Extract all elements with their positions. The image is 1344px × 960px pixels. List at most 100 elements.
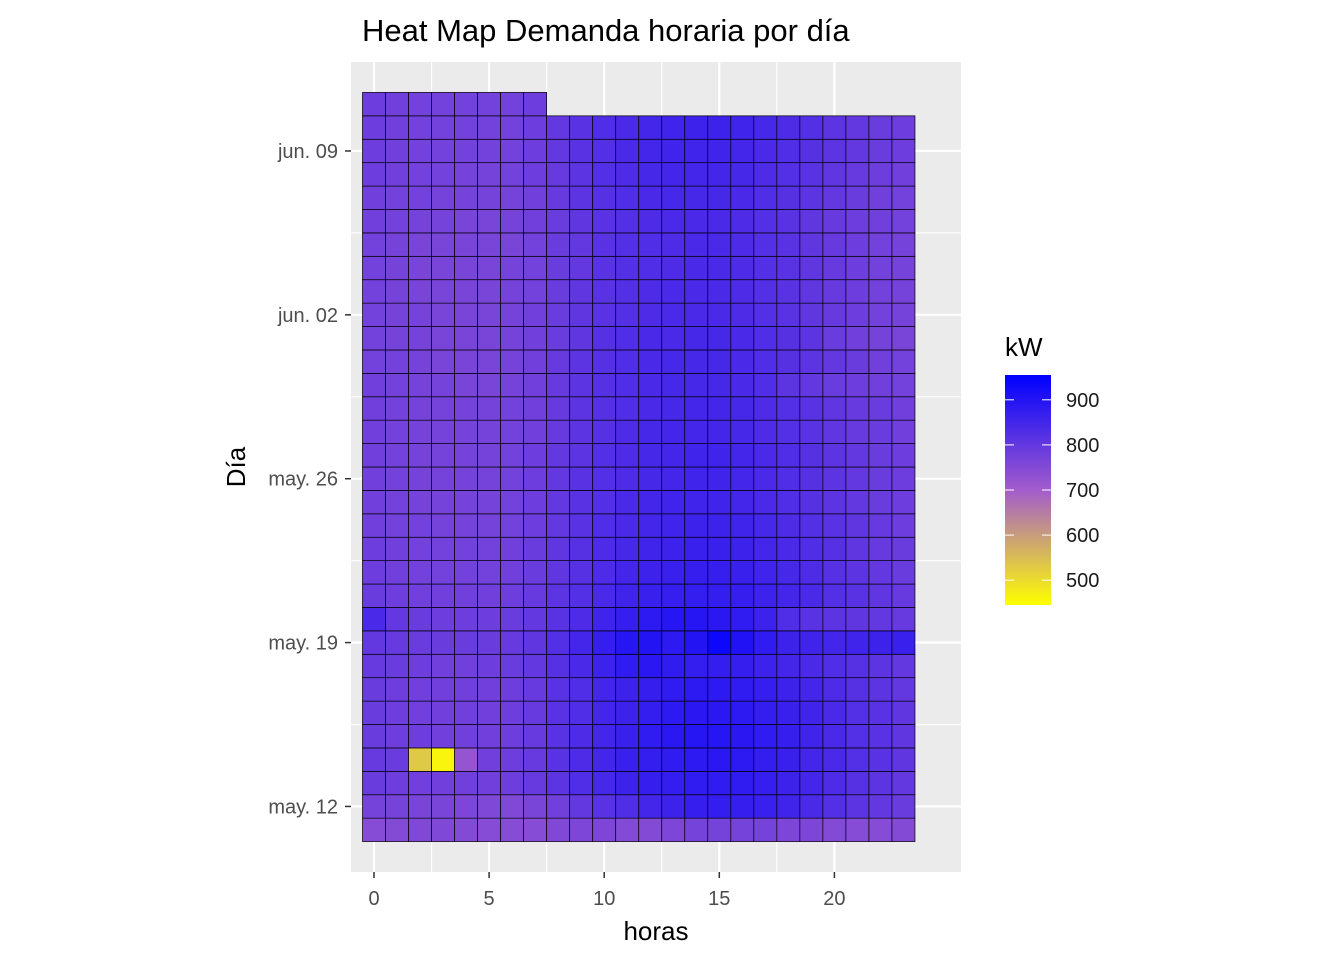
heatmap-cell bbox=[477, 817, 501, 842]
heatmap-cell bbox=[592, 279, 617, 304]
heatmap-cell bbox=[661, 583, 686, 608]
heatmap-cell bbox=[638, 770, 663, 796]
heatmap-cell bbox=[592, 560, 617, 585]
heatmap-cell bbox=[891, 794, 916, 819]
heatmap-cell bbox=[868, 466, 893, 491]
heatmap-cell bbox=[615, 560, 640, 585]
heatmap-cell bbox=[753, 138, 778, 164]
heatmap-cell bbox=[638, 560, 663, 585]
heatmap-cell bbox=[638, 326, 663, 351]
heatmap-cell bbox=[362, 279, 386, 304]
heatmap-cell bbox=[500, 536, 524, 561]
heatmap-cell bbox=[684, 700, 709, 725]
heatmap-cell bbox=[385, 536, 409, 561]
heatmap-cell bbox=[500, 747, 524, 772]
heatmap-cell bbox=[431, 536, 455, 561]
heatmap-cell bbox=[431, 653, 455, 679]
heatmap-cell bbox=[477, 209, 501, 234]
heatmap-cell bbox=[523, 185, 548, 210]
heatmap-cell bbox=[845, 115, 870, 140]
heatmap-cell bbox=[408, 583, 432, 608]
heatmap-cell bbox=[477, 138, 501, 164]
heatmap-cell bbox=[845, 326, 870, 351]
heatmap-cell bbox=[845, 700, 870, 725]
heatmap-cell bbox=[684, 536, 709, 561]
heatmap-cell bbox=[500, 162, 524, 187]
heatmap-cell bbox=[776, 583, 801, 608]
heatmap-cell bbox=[707, 349, 732, 374]
heatmap-cell bbox=[707, 326, 732, 351]
heatmap-cell bbox=[500, 326, 524, 351]
heatmap-cell bbox=[362, 513, 386, 538]
heatmap-cell bbox=[661, 255, 686, 281]
heatmap-cell bbox=[661, 396, 686, 421]
heatmap-cell bbox=[615, 724, 640, 749]
heatmap-cell bbox=[362, 724, 386, 749]
heatmap-cell bbox=[500, 560, 524, 585]
heatmap-cell bbox=[477, 770, 501, 796]
heatmap-cell bbox=[776, 185, 801, 210]
heatmap-cell bbox=[661, 653, 686, 679]
heatmap-cell bbox=[569, 770, 594, 796]
heatmap-cell bbox=[891, 209, 916, 234]
heatmap-cell bbox=[615, 466, 640, 491]
heatmap-cell bbox=[523, 536, 548, 561]
heatmap-cell bbox=[523, 373, 548, 398]
heatmap-cell bbox=[523, 326, 548, 351]
heatmap-cell bbox=[638, 490, 663, 515]
heatmap-cell bbox=[500, 396, 524, 421]
heatmap-cell bbox=[500, 349, 524, 374]
heatmap-cell bbox=[408, 794, 432, 819]
heatmap-cell bbox=[707, 466, 732, 491]
heatmap-cell bbox=[477, 466, 501, 491]
heatmap-cell bbox=[569, 209, 594, 234]
heatmap-cell bbox=[684, 466, 709, 491]
color-legend: kW 500 600 700 800 900 bbox=[1005, 332, 1099, 605]
heatmap-cell bbox=[845, 349, 870, 374]
heatmap-cell bbox=[822, 583, 847, 608]
heatmap-cell bbox=[753, 677, 778, 702]
heatmap-cell bbox=[753, 396, 778, 421]
heatmap-cell bbox=[845, 490, 870, 515]
heatmap-cell bbox=[822, 653, 847, 679]
heatmap-cell bbox=[799, 770, 824, 796]
heatmap-cell bbox=[523, 630, 548, 655]
heatmap-cell bbox=[615, 607, 640, 632]
heatmap-cell bbox=[431, 92, 455, 117]
heatmap-cell bbox=[385, 560, 409, 585]
heatmap-cell bbox=[753, 373, 778, 398]
y-axis-title: Día bbox=[221, 446, 251, 487]
heatmap-cell bbox=[661, 607, 686, 632]
heatmap-cell bbox=[638, 653, 663, 679]
heatmap-cell bbox=[891, 817, 916, 842]
heatmap-cell bbox=[546, 373, 571, 398]
heatmap-cell bbox=[592, 443, 617, 468]
heatmap-cell bbox=[408, 536, 432, 561]
heatmap-cell bbox=[799, 513, 824, 538]
heatmap-cell bbox=[592, 700, 617, 725]
heatmap-cell bbox=[569, 560, 594, 585]
heatmap-cell bbox=[523, 443, 548, 468]
heatmap-cell bbox=[385, 747, 409, 772]
heatmap-cell bbox=[868, 302, 893, 327]
heatmap-cell bbox=[385, 466, 409, 491]
heatmap-cell bbox=[385, 138, 409, 164]
heatmap-cell bbox=[845, 443, 870, 468]
heatmap-cell bbox=[730, 794, 755, 819]
heatmap-cell bbox=[638, 443, 663, 468]
heatmap-cell bbox=[454, 349, 478, 374]
heatmap-cell bbox=[661, 162, 686, 187]
heatmap-cell bbox=[615, 583, 640, 608]
heatmap-cell bbox=[546, 677, 571, 702]
y-axis: may. 12 may. 19 may. 26 jun. 02 jun. 09 bbox=[268, 141, 351, 818]
heatmap-cell bbox=[707, 443, 732, 468]
heatmap-cell bbox=[776, 513, 801, 538]
heatmap-cell bbox=[822, 279, 847, 304]
heatmap-cell bbox=[868, 653, 893, 679]
heatmap-cell bbox=[592, 209, 617, 234]
heatmap-cell bbox=[546, 536, 571, 561]
heatmap-cell bbox=[661, 349, 686, 374]
heatmap-cell bbox=[362, 396, 386, 421]
heatmap-cell bbox=[822, 536, 847, 561]
heatmap-cell bbox=[615, 630, 640, 655]
